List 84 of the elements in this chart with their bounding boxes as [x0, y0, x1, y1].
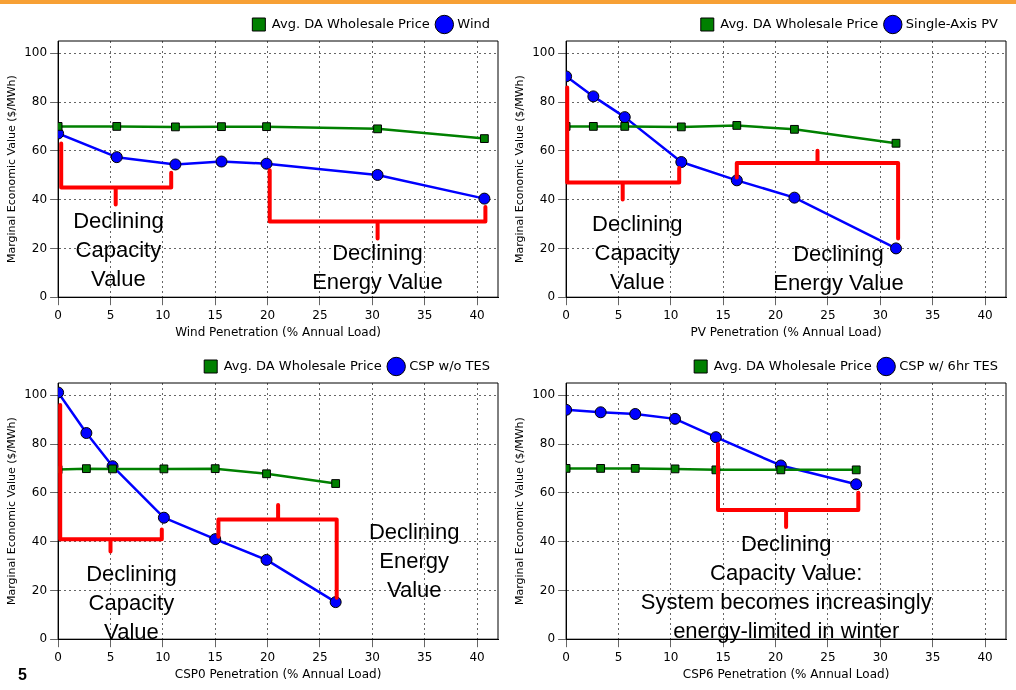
- y-tick-label: 80: [31, 94, 48, 109]
- y-tick-label: 40: [539, 533, 556, 548]
- x-tick-label: 10: [155, 649, 171, 664]
- legend-label: Single-Axis PV: [905, 15, 999, 31]
- y-tick-label: 60: [539, 142, 556, 157]
- y-axis-title: Marginal Economic Value ($/MWh): [5, 75, 19, 264]
- x-tick-label: 20: [767, 307, 784, 322]
- x-tick-label: 25: [820, 649, 836, 664]
- x-tick-label: 0: [562, 307, 570, 322]
- x-tick-label: 15: [207, 649, 223, 664]
- x-tick-label: 20: [259, 649, 276, 664]
- y-axis-title: Marginal Economic Value ($/MWh): [513, 417, 527, 606]
- y-tick-label: 40: [539, 191, 556, 206]
- x-tick-label: 5: [614, 307, 623, 322]
- x-tick-label: 0: [54, 649, 62, 664]
- x-axis-title: PV Penetration (% Annual Load): [690, 324, 882, 339]
- x-tick-label: 30: [364, 649, 380, 664]
- legend-label: Avg. DA Wholesale Price: [271, 15, 430, 31]
- y-tick-label: 20: [31, 582, 48, 597]
- y-tick-label: 40: [31, 533, 48, 548]
- annotation: Declining Energy Value: [368, 519, 460, 603]
- x-tick-label: 35: [925, 307, 941, 322]
- y-tick-label: 100: [24, 387, 48, 402]
- y-tick-label: 80: [539, 94, 556, 109]
- legend-label: Avg. DA Wholesale Price: [720, 15, 879, 31]
- x-axis-title: CSP0 Penetration (% Annual Load): [174, 666, 382, 681]
- y-tick-label: 100: [532, 387, 556, 402]
- legend-label: Wind: [457, 15, 490, 31]
- x-tick-label: 10: [663, 307, 679, 322]
- annotation: Declining Capacity Value: [592, 211, 683, 295]
- x-tick-label: 35: [925, 649, 941, 664]
- y-tick-label: 0: [39, 631, 48, 646]
- x-tick-label: 40: [469, 307, 485, 322]
- y-tick-label: 60: [539, 484, 556, 499]
- x-tick-label: 25: [312, 649, 328, 664]
- y-tick-label: 60: [31, 142, 48, 157]
- x-tick-label: 30: [872, 307, 888, 322]
- x-axis-title: CSP6 Penetration (% Annual Load): [682, 666, 890, 681]
- legend-label: CSP w/o TES: [409, 357, 491, 373]
- legend-label: Avg. DA Wholesale Price: [713, 357, 872, 373]
- legend-label: CSP w/ 6hr TES: [899, 357, 998, 373]
- y-tick-label: 80: [31, 436, 48, 451]
- x-tick-label: 15: [715, 307, 731, 322]
- x-tick-label: 0: [562, 649, 570, 664]
- x-tick-label: 40: [977, 649, 993, 664]
- x-tick-label: 0: [54, 307, 62, 322]
- x-tick-label: 30: [364, 307, 380, 322]
- x-tick-label: 20: [767, 649, 784, 664]
- x-tick-label: 25: [820, 307, 836, 322]
- x-tick-label: 15: [207, 307, 223, 322]
- y-tick-label: 100: [24, 45, 48, 60]
- y-tick-label: 20: [31, 240, 48, 255]
- text: 5: [18, 666, 27, 683]
- y-axis-title: Marginal Economic Value ($/MWh): [5, 417, 19, 606]
- legend-label: Avg. DA Wholesale Price: [223, 357, 382, 373]
- y-tick-label: 80: [539, 436, 556, 451]
- annotation: Declining Energy Value: [773, 240, 904, 295]
- y-axis-title: Marginal Economic Value ($/MWh): [513, 75, 527, 264]
- annotation: Declining Energy Value: [312, 239, 443, 294]
- y-tick-label: 0: [547, 631, 556, 646]
- x-tick-label: 10: [155, 307, 171, 322]
- annotation: Declining Capacity Value: [86, 560, 177, 644]
- x-tick-label: 35: [417, 649, 433, 664]
- y-tick-label: 0: [39, 289, 48, 304]
- x-axis-title: Wind Penetration (% Annual Load): [175, 324, 381, 339]
- annotation: Declining Capacity Value: System becomes increasingly energy-limited in winter: [640, 531, 932, 644]
- y-tick-label: 60: [31, 484, 48, 499]
- y-tick-label: 20: [539, 240, 556, 255]
- x-tick-label: 40: [977, 307, 993, 322]
- x-tick-label: 20: [259, 307, 276, 322]
- x-tick-label: 30: [872, 649, 888, 664]
- x-tick-label: 5: [106, 307, 115, 322]
- x-tick-label: 15: [715, 649, 731, 664]
- y-tick-label: 0: [547, 289, 556, 304]
- y-tick-label: 100: [532, 45, 556, 60]
- x-tick-label: 5: [614, 649, 623, 664]
- x-tick-label: 35: [417, 307, 433, 322]
- y-tick-label: 20: [539, 582, 556, 597]
- x-tick-label: 10: [663, 649, 679, 664]
- x-tick-label: 5: [106, 649, 115, 664]
- x-tick-label: 25: [312, 307, 328, 322]
- annotation: Declining Capacity Value: [73, 208, 164, 292]
- y-tick-label: 40: [31, 191, 48, 206]
- x-tick-label: 40: [469, 649, 485, 664]
